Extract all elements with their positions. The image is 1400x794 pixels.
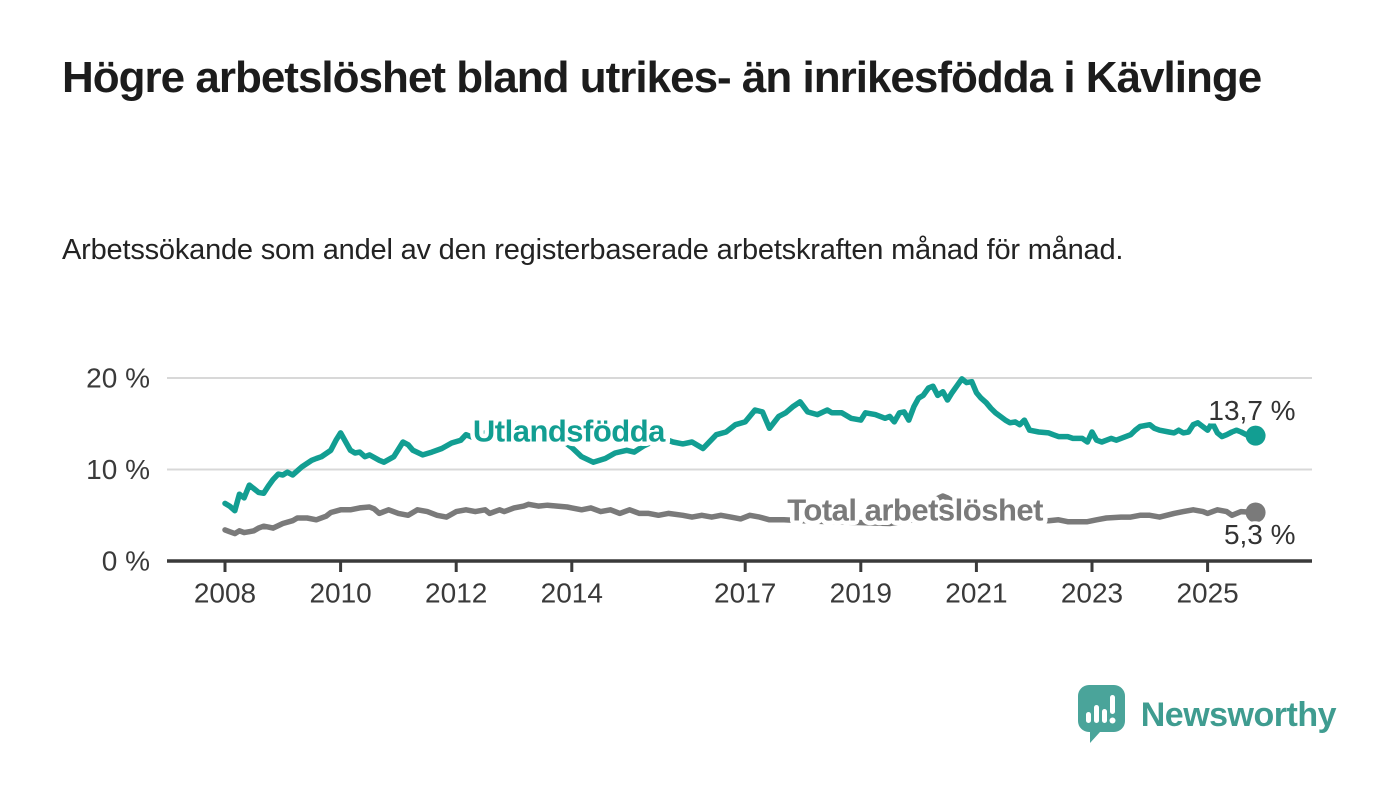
exclamation-stem xyxy=(1109,695,1115,714)
newsworthy-logo-icon xyxy=(1077,685,1125,743)
chart-area: 0 % 10 % 20 % 2008 2010 2012 2014 2017 2019 2021 2… xyxy=(0,353,1400,615)
x-axis-tick-label: 2014 xyxy=(541,578,603,609)
series-end-dot xyxy=(1245,502,1266,523)
series-label-utlandsf-dda: Utlandsfödda xyxy=(473,414,666,449)
y-axis-tick-label: 10 % xyxy=(86,454,150,485)
bar-3 xyxy=(1101,709,1107,723)
series-line-total-arbetsl-shet xyxy=(222,493,1259,537)
x-axis-tick-label: 2021 xyxy=(945,578,1007,609)
series-label-total-arbetsl-shet: Total arbetslöshet xyxy=(787,493,1043,528)
newsworthy-wordmark: Newsworthy xyxy=(1140,695,1337,734)
series-line-utlandsf-dda xyxy=(222,376,1259,514)
newsworthy-logo: Newsworthy xyxy=(1077,684,1337,746)
speech-bubble-shape xyxy=(1077,685,1125,743)
x-axis-tick-label: 2023 xyxy=(1061,578,1123,609)
unemployment-line-chart: 0 % 10 % 20 % 2008 2010 2012 2014 2017 2019 2021 2… xyxy=(86,363,1312,609)
series-end-value-label: 5,3 % xyxy=(1224,519,1296,550)
x-axis-tick-label: 2025 xyxy=(1176,578,1238,609)
series-end-dot xyxy=(1245,425,1266,446)
bar-1 xyxy=(1085,712,1091,723)
series-end-value-label: 13,7 % xyxy=(1208,395,1295,426)
y-axis-tick-label: 0 % xyxy=(102,546,150,577)
x-axis-tick-label: 2010 xyxy=(309,578,371,609)
x-axis-tick-label: 2019 xyxy=(830,578,892,609)
bar-2 xyxy=(1093,705,1099,723)
x-axis-tick-label: 2008 xyxy=(194,578,256,609)
x-axis-tick-label: 2017 xyxy=(714,578,776,609)
x-axis-tick-label: 2012 xyxy=(425,578,487,609)
chart-title: Högre arbetslöshet bland utrikes- än inr… xyxy=(62,53,1262,102)
exclamation-dot xyxy=(1109,717,1116,724)
chart-subtitle: Arbetssökande som andel av den registerb… xyxy=(62,234,1124,266)
y-axis-tick-label: 20 % xyxy=(86,363,150,394)
